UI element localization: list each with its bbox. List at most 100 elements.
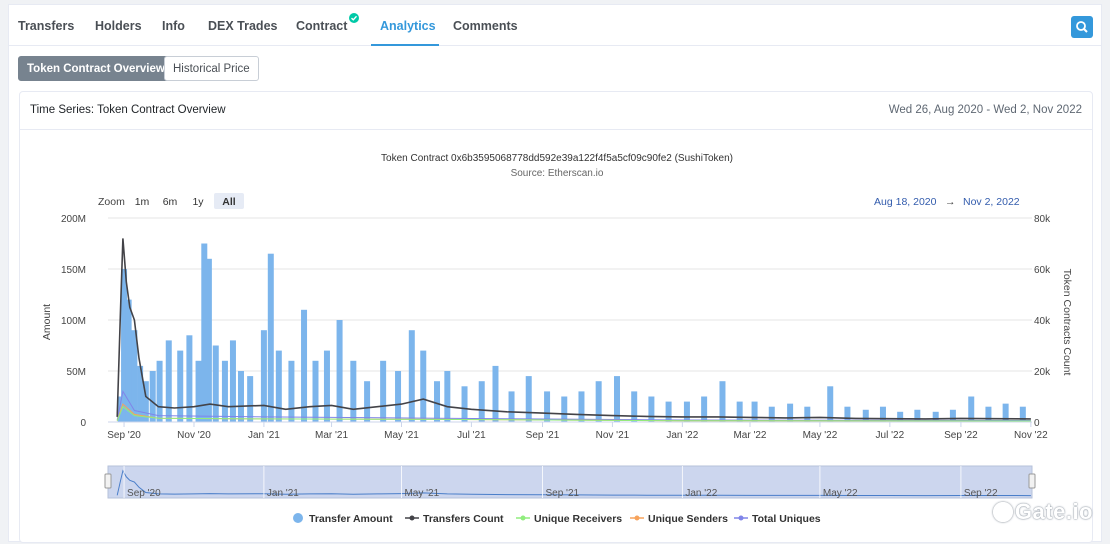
transfer-amount-bar	[683, 401, 690, 422]
active-tab-indicator	[371, 44, 439, 46]
transfer-amount-bar	[985, 406, 992, 422]
transfer-amount-bar	[336, 320, 343, 422]
transfer-amount-bar	[444, 371, 451, 422]
transfer-amount-bar	[380, 360, 387, 422]
x-axis-tick: Nov '20	[177, 430, 211, 441]
navigator-tick: Jan '21	[267, 488, 299, 499]
left-axis-tick: 200M	[61, 214, 86, 225]
x-axis-tick: Jul '22	[876, 430, 905, 441]
left-axis-title: Amount	[41, 304, 53, 340]
legend-label: Transfers Count	[423, 513, 504, 525]
zoom-option-label: 1m	[135, 196, 150, 208]
zoom-option-label: All	[222, 196, 236, 208]
transfer-amount-bar	[844, 406, 851, 422]
transfer-amount-bar	[364, 381, 371, 422]
transfer-amount-bar	[544, 391, 551, 422]
navigator[interactable]: Sep '20 Jan '21 May '21 Sep '21 Jan '22 May '…	[104, 465, 1036, 499]
tab-transfers[interactable]: Transfers	[18, 19, 75, 33]
transfer-amount-bar	[131, 330, 138, 422]
gate-io-watermark: Gate.io	[992, 499, 1093, 525]
legend-symbol	[293, 513, 303, 523]
transfer-amount-bar	[229, 340, 236, 422]
legend-label: Unique Receivers	[534, 513, 622, 525]
transfer-amount-bar	[751, 401, 758, 422]
transfer-amount-bar	[125, 299, 132, 422]
zoom-button-1y[interactable]	[186, 193, 210, 209]
x-axis-tick: May '22	[803, 430, 838, 441]
left-axis-tick: 50M	[67, 367, 86, 378]
transfer-amount-bar	[508, 391, 515, 422]
tab-analytics[interactable]: Analytics	[380, 19, 436, 33]
navigator-right-handle[interactable]	[1028, 473, 1036, 489]
gate-logo-icon	[992, 502, 1013, 522]
navigator-selection[interactable]	[107, 465, 1033, 499]
search-button[interactable]	[1071, 16, 1093, 38]
transfer-amount-bar	[648, 396, 655, 422]
navigator-tick: Sep '21	[545, 488, 579, 499]
navigator-tick: May '21	[404, 488, 439, 499]
tab-contract[interactable]: Contract	[296, 13, 360, 33]
x-axis-tick: Mar '22	[733, 430, 766, 441]
zoom-button-All[interactable]	[214, 193, 244, 209]
transfers-count-line	[116, 238, 1031, 420]
transfer-amount-bar	[156, 360, 163, 422]
transfer-amount-bar	[827, 386, 834, 422]
card-header: Time Series: Token Contract Overview Wed…	[20, 92, 1092, 130]
x-axis-tick: Sep '20	[107, 430, 141, 441]
legend-transfers-count[interactable]: Transfers Count	[405, 513, 504, 525]
transfer-amount-bar	[525, 376, 532, 422]
transfer-amount-bar	[275, 350, 282, 422]
right-axis-tick: 0	[1034, 418, 1040, 429]
transfer-amount-bar	[578, 391, 585, 422]
transfer-amount-bar	[420, 350, 427, 422]
verified-check-icon	[349, 13, 360, 23]
transfer-amount-bar	[932, 411, 939, 422]
legend-label: Total Uniques	[752, 513, 821, 525]
x-axis-tick: Jan '22	[666, 430, 698, 441]
legend-marker	[738, 515, 744, 521]
card-date-range: Wed 26, Aug 2020 - Wed 2, Nov 2022	[888, 104, 1082, 116]
transfer-amount-bar	[804, 406, 811, 422]
transfer-amount-bar	[288, 360, 295, 422]
transfer-amount-bar	[260, 330, 267, 422]
legend-transfer-amount[interactable]: Transfer Amount	[293, 513, 393, 525]
transfer-amount-bar	[862, 409, 869, 422]
token-contract-overview-button[interactable]: Token Contract Overview	[18, 56, 174, 81]
transfer-amount-bar	[736, 401, 743, 422]
tab-info[interactable]: Info	[162, 19, 185, 33]
legend-total-uniques[interactable]: Total Uniques	[734, 513, 821, 525]
tab-holders[interactable]: Holders	[95, 19, 142, 33]
transfer-amount-bar	[149, 371, 156, 422]
transfer-amount-bar	[195, 360, 202, 422]
total-uniques-line	[116, 390, 1031, 421]
range-from[interactable]: Aug 18, 2020	[874, 196, 937, 208]
transfer-amount-bars	[117, 243, 1026, 422]
page: Transfers Holders Info DEX Trades Contra…	[8, 4, 1102, 543]
right-axis: 0 20k 40k 60k 80k	[1034, 214, 1051, 429]
chart: Token Contract 0x6b3595068778dd592e39a12…	[41, 153, 1073, 525]
tab-dex-trades[interactable]: DEX Trades	[208, 19, 278, 33]
zoom-button-1m[interactable]	[130, 193, 154, 209]
transfer-amount-bar	[1019, 406, 1026, 422]
transfer-amount-bar	[142, 381, 149, 422]
x-axis-tick: Sep '21	[526, 430, 560, 441]
zoom-button-6m[interactable]	[158, 193, 182, 209]
navigator-tick: Sep '20	[127, 488, 161, 499]
zoom-label: Zoom	[98, 196, 125, 208]
transfer-amount-bar	[614, 376, 621, 422]
legend-unique-senders[interactable]: Unique Senders	[630, 513, 728, 525]
transfer-amount-bar	[949, 409, 956, 422]
left-axis: 0 50M 100M 150M 200M	[61, 214, 86, 429]
navigator-left-handle[interactable]	[104, 473, 112, 489]
range-to[interactable]: Nov 2, 2022	[963, 196, 1020, 208]
legend-marker	[520, 515, 526, 521]
historical-price-button[interactable]: Historical Price	[164, 56, 259, 81]
right-axis-tick: 60k	[1034, 265, 1051, 276]
transfer-amount-bar	[561, 396, 568, 422]
chart-subtitle: Source: Etherscan.io	[511, 168, 604, 179]
legend-unique-receivers[interactable]: Unique Receivers	[516, 513, 622, 525]
x-axis-tick: Jan '21	[248, 430, 280, 441]
transfer-amount-bar	[478, 381, 485, 422]
transfer-amount-bar	[247, 376, 254, 422]
tab-comments[interactable]: Comments	[453, 19, 518, 33]
